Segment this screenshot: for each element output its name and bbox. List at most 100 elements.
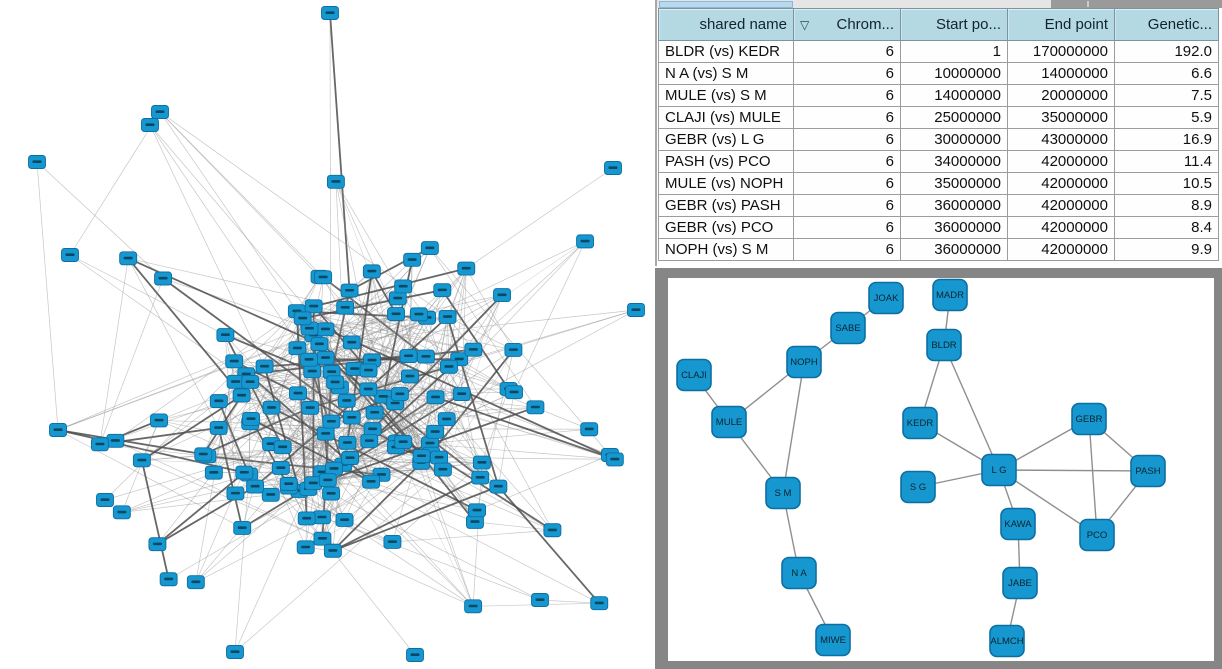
overview-node[interactable] bbox=[273, 440, 292, 455]
overview-edge[interactable] bbox=[158, 420, 332, 494]
overview-edge[interactable] bbox=[442, 469, 499, 487]
overview-edge[interactable] bbox=[121, 474, 250, 513]
overview-edge[interactable] bbox=[99, 278, 164, 445]
overview-edge[interactable] bbox=[442, 469, 553, 531]
cell-value[interactable]: 6 bbox=[793, 216, 901, 239]
overview-edge[interactable] bbox=[263, 366, 301, 492]
overview-node[interactable] bbox=[318, 473, 337, 488]
table-row[interactable]: CLAJI (vs) MULE 6 25000000 35000000 5.9 bbox=[658, 106, 1219, 129]
overview-edge[interactable] bbox=[57, 429, 204, 456]
overview-edge[interactable] bbox=[218, 427, 245, 473]
overview-edge[interactable] bbox=[429, 428, 590, 444]
overview-node[interactable] bbox=[399, 349, 418, 364]
table-row[interactable]: N A (vs) S M 6 10000000 14000000 6.6 bbox=[658, 62, 1219, 85]
overview-edge[interactable] bbox=[371, 289, 443, 361]
overview-node[interactable] bbox=[304, 299, 323, 314]
overview-node[interactable] bbox=[383, 534, 402, 549]
table-scrollbar[interactable] bbox=[657, 0, 1222, 8]
cell-shared-name[interactable]: NOPH (vs) S M bbox=[658, 238, 794, 261]
overview-node[interactable] bbox=[304, 476, 323, 491]
node-pco[interactable]: PCO bbox=[1079, 518, 1115, 552]
overview-node[interactable] bbox=[321, 6, 339, 20]
cell-value[interactable]: 6 bbox=[793, 150, 901, 173]
node-kawa[interactable]: KAWA bbox=[1000, 507, 1036, 541]
column-header-end-point[interactable]: End point bbox=[1007, 8, 1115, 41]
overview-node[interactable] bbox=[293, 311, 312, 326]
cell-value[interactable]: 34000000 bbox=[900, 150, 1008, 173]
overview-node[interactable] bbox=[204, 465, 223, 480]
overview-edge[interactable] bbox=[250, 422, 373, 430]
overview-edge[interactable] bbox=[399, 393, 615, 460]
overview-node[interactable] bbox=[233, 521, 252, 535]
overview-edge[interactable] bbox=[250, 418, 290, 489]
overview-edge[interactable] bbox=[282, 387, 341, 448]
overview-node[interactable] bbox=[360, 433, 379, 448]
overview-node[interactable] bbox=[148, 537, 167, 552]
overview-edge[interactable] bbox=[319, 309, 637, 345]
overview-node[interactable] bbox=[316, 350, 335, 365]
overview-node[interactable] bbox=[49, 423, 67, 437]
cell-value[interactable]: 14000000 bbox=[900, 84, 1008, 107]
node-pash[interactable]: PASH bbox=[1130, 454, 1166, 488]
overview-node[interactable] bbox=[394, 435, 413, 449]
cell-value[interactable]: 6 bbox=[793, 238, 901, 261]
overview-edge[interactable] bbox=[141, 440, 370, 461]
overview-node[interactable] bbox=[296, 540, 315, 555]
overview-node[interactable] bbox=[322, 486, 341, 501]
overview-edge[interactable] bbox=[156, 471, 245, 545]
overview-node[interactable] bbox=[471, 470, 490, 485]
overview-edge[interactable] bbox=[335, 181, 397, 315]
overview-edge[interactable] bbox=[149, 124, 310, 360]
overview-edge[interactable] bbox=[115, 310, 298, 442]
overview-node[interactable] bbox=[439, 359, 458, 374]
overview-node[interactable] bbox=[363, 422, 382, 437]
cell-shared-name[interactable]: CLAJI (vs) MULE bbox=[658, 106, 794, 129]
overview-edge[interactable] bbox=[368, 241, 586, 390]
overview-node[interactable] bbox=[543, 523, 562, 538]
overview-node[interactable] bbox=[316, 426, 335, 441]
overview-edge[interactable] bbox=[474, 521, 553, 531]
overview-node[interactable] bbox=[576, 234, 595, 249]
overview-edge[interactable] bbox=[368, 389, 474, 607]
overview-node[interactable] bbox=[390, 387, 409, 402]
overview-node[interactable] bbox=[154, 271, 173, 286]
overview-edge[interactable] bbox=[465, 268, 514, 351]
overview-node[interactable] bbox=[416, 349, 435, 364]
overview-node[interactable] bbox=[150, 413, 168, 428]
overview-edge[interactable] bbox=[306, 469, 443, 519]
overview-node[interactable] bbox=[504, 342, 523, 357]
overview-node[interactable] bbox=[468, 503, 487, 518]
overview-node[interactable] bbox=[186, 575, 205, 590]
cell-value[interactable]: 6 bbox=[793, 172, 901, 195]
overview-edge[interactable] bbox=[442, 295, 503, 470]
overview-node[interactable] bbox=[337, 393, 356, 408]
cell-value[interactable]: 6.6 bbox=[1114, 62, 1219, 85]
cell-value[interactable]: 1 bbox=[900, 40, 1008, 63]
overview-edge[interactable] bbox=[349, 457, 478, 511]
overview-node[interactable] bbox=[420, 436, 439, 451]
overview-edge[interactable] bbox=[159, 111, 320, 278]
overview-node[interactable] bbox=[394, 279, 413, 294]
node-claji[interactable]: CLAJI bbox=[676, 358, 712, 392]
overview-node[interactable] bbox=[433, 283, 452, 298]
overview-node[interactable] bbox=[412, 449, 431, 463]
overview-node[interactable] bbox=[627, 303, 645, 317]
overview-edge[interactable] bbox=[368, 370, 481, 478]
overview-edge[interactable] bbox=[313, 267, 467, 308]
overview-node[interactable] bbox=[420, 241, 439, 256]
overview-edge[interactable] bbox=[347, 442, 553, 531]
cell-shared-name[interactable]: GEBR (vs) L G bbox=[658, 128, 794, 151]
overview-node[interactable] bbox=[297, 511, 316, 526]
overview-edge[interactable] bbox=[159, 111, 314, 336]
node-noph[interactable]: NOPH bbox=[786, 345, 822, 379]
node-s-g[interactable]: S G bbox=[900, 470, 936, 504]
overview-node[interactable] bbox=[531, 593, 549, 607]
overview-edge[interactable] bbox=[234, 469, 444, 653]
column-header-start-po[interactable]: Start po... bbox=[900, 8, 1008, 41]
overview-node[interactable] bbox=[313, 531, 332, 546]
overview-node[interactable] bbox=[261, 487, 280, 502]
overview-edge[interactable] bbox=[244, 472, 393, 543]
overview-edge[interactable] bbox=[57, 429, 245, 474]
overview-node[interactable] bbox=[409, 307, 428, 322]
overview-node[interactable] bbox=[403, 252, 422, 267]
